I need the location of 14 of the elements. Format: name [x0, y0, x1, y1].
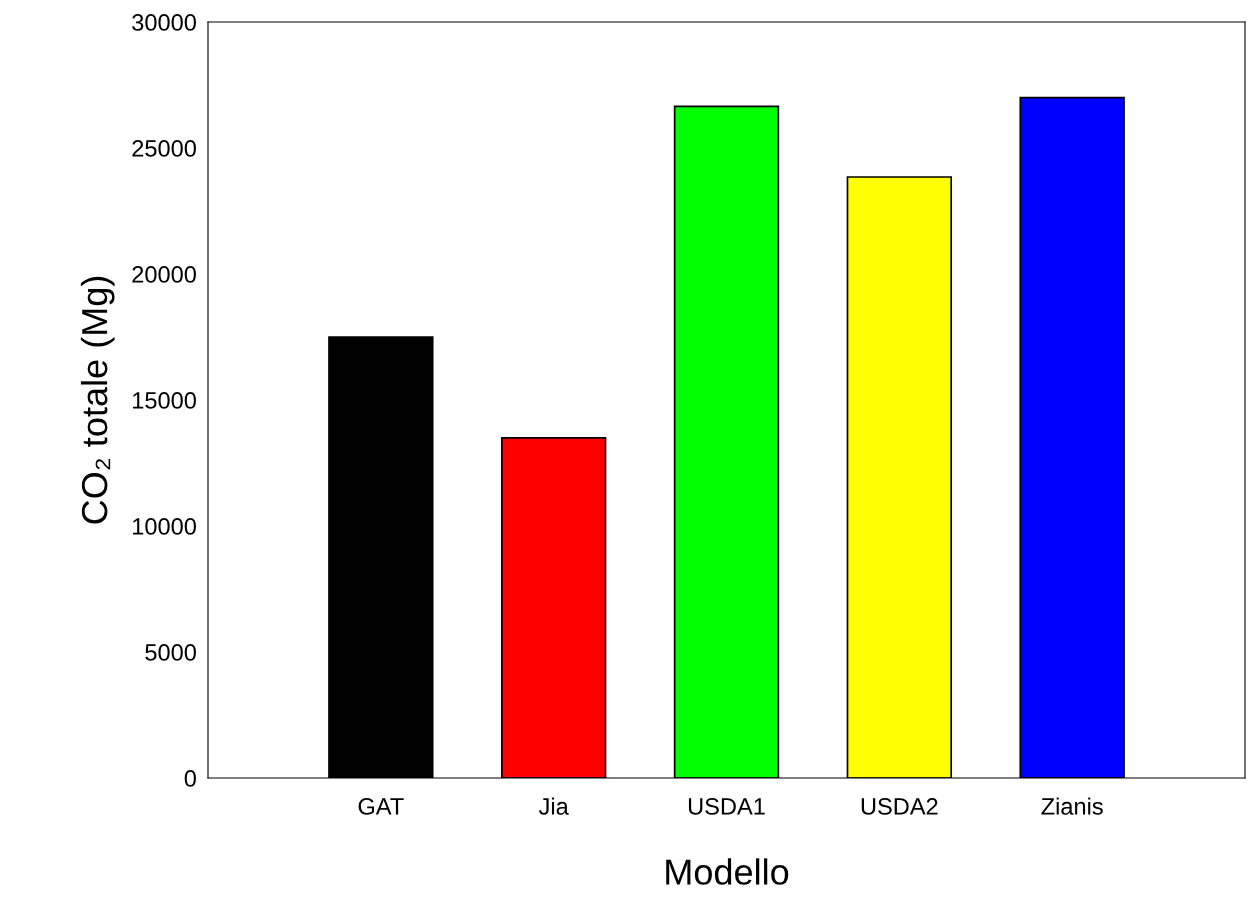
y-tick-label: 30000 [132, 14, 196, 31]
y-tick-label: 25000 [132, 140, 196, 157]
x-tick-label: Zianis [1041, 797, 1103, 815]
x-tick-label: USDA2 [861, 798, 938, 815]
x-axis-title: Modello [666, 858, 789, 885]
y-tick-label: 20000 [132, 266, 196, 283]
y-axis-title: CO₂ totale (Mg) [80, 276, 115, 524]
y-tick-label: 15000 [133, 392, 196, 409]
y-tick-label: 5000 [145, 644, 196, 661]
x-tick-label: Jia [538, 797, 569, 815]
y-tick-label: 0 [184, 770, 196, 787]
x-tick-label: GAT [358, 798, 404, 815]
y-tick-label: 10000 [133, 518, 196, 535]
x-tick-label: USDA1 [688, 798, 765, 815]
